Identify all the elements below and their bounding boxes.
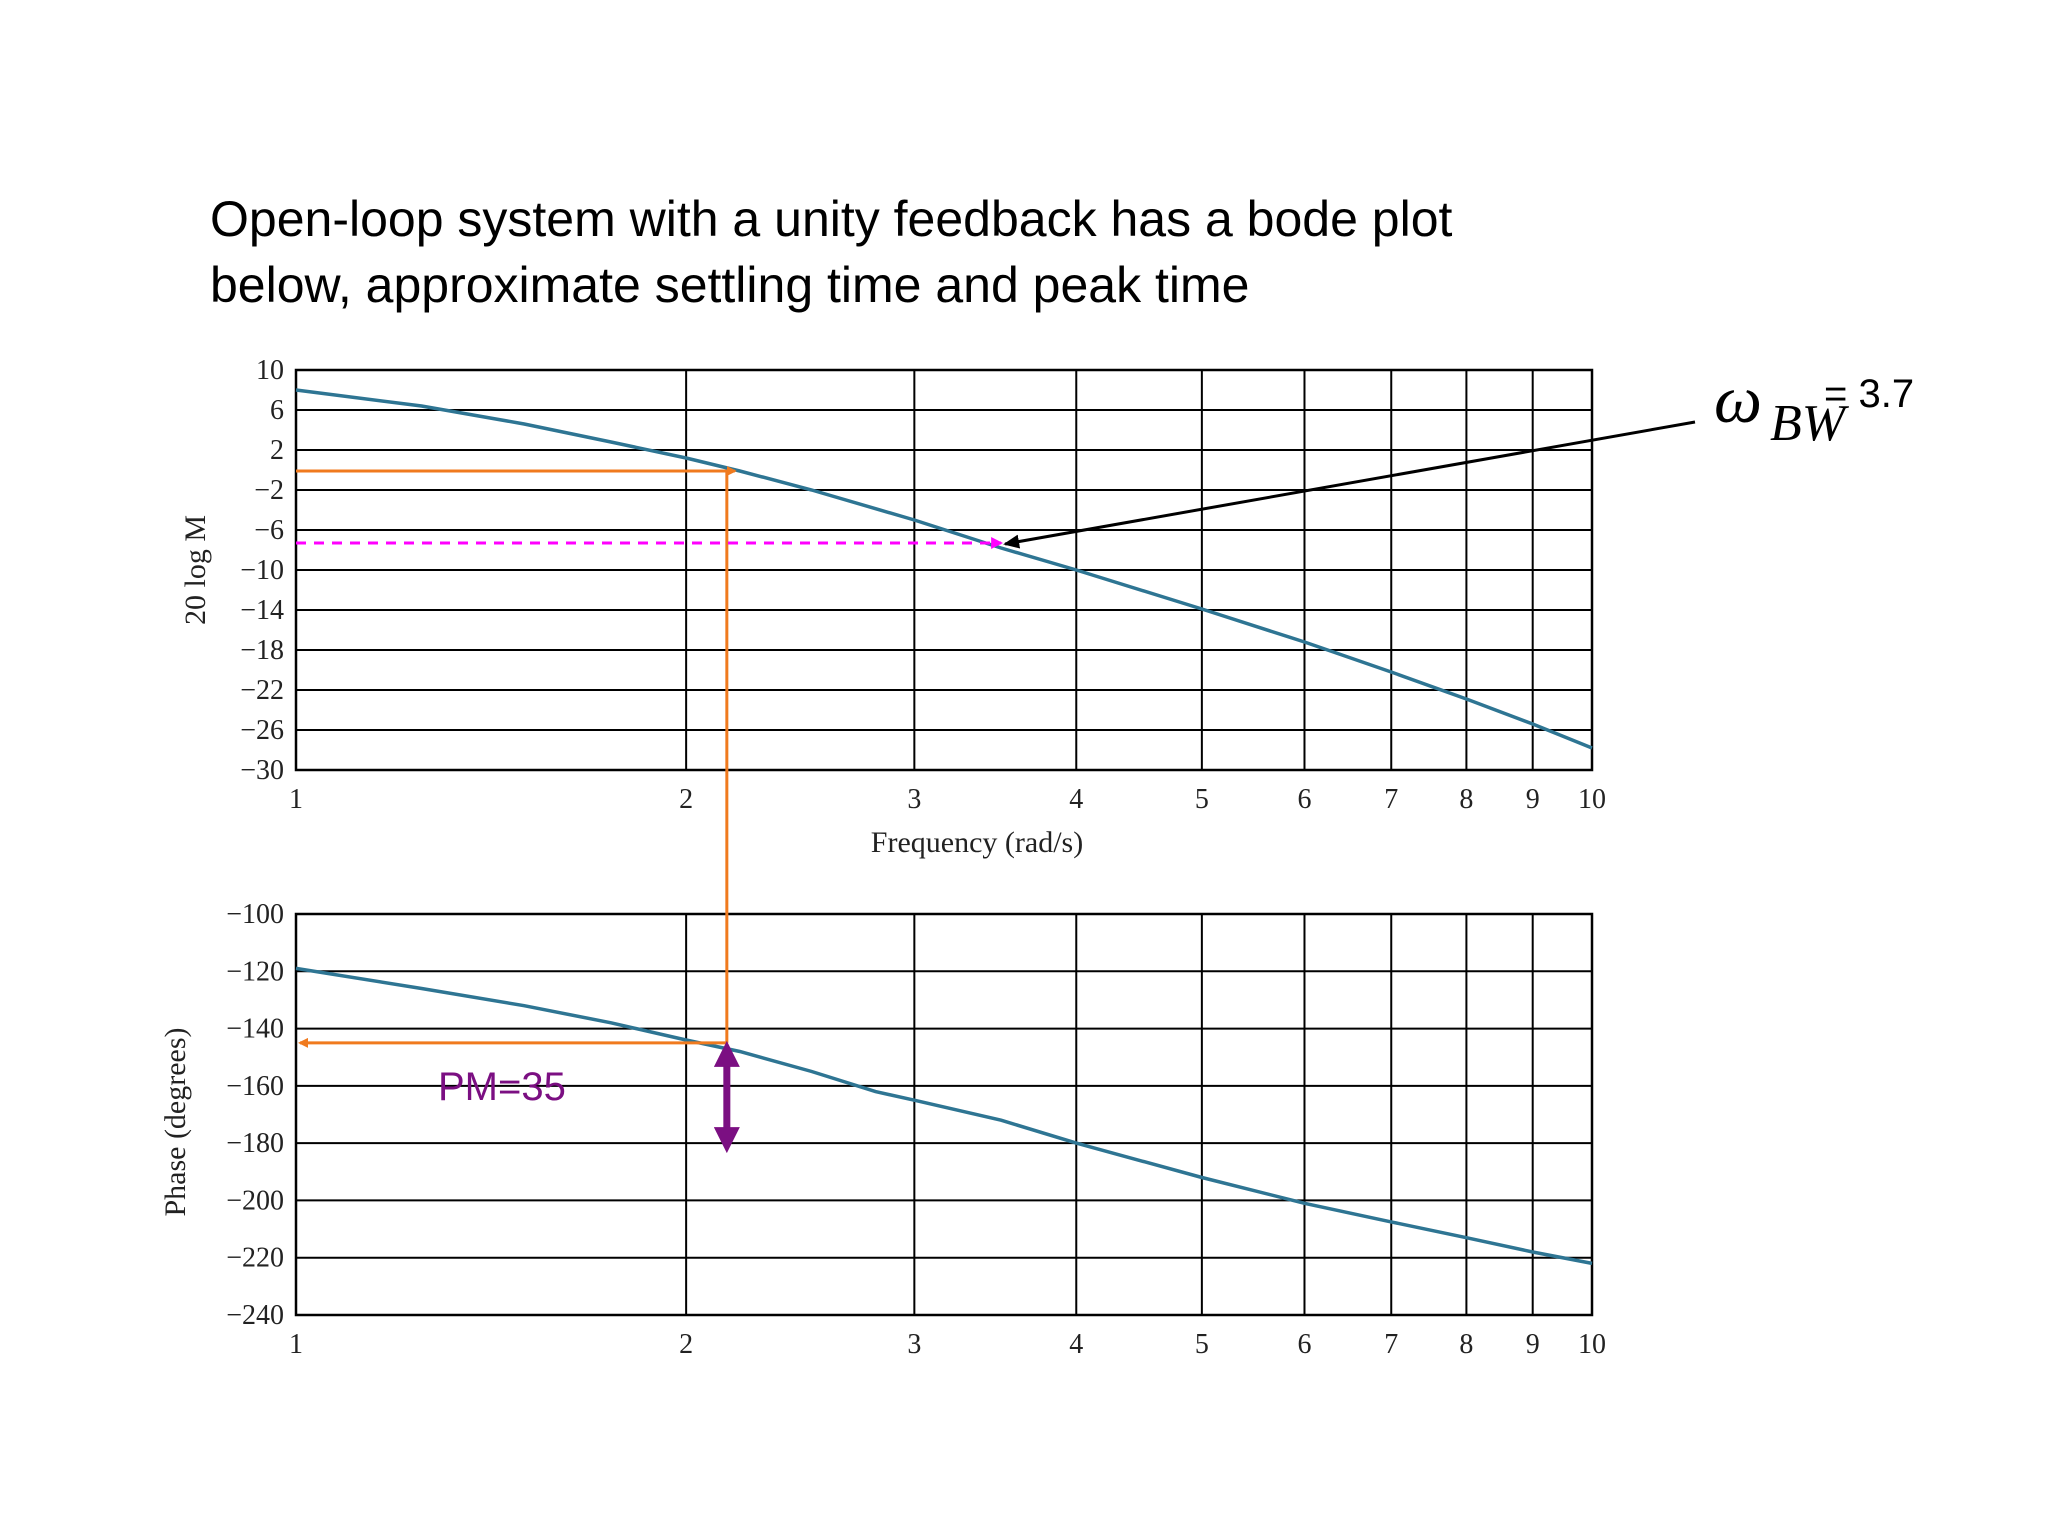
phase-y-tick-label: −160: [226, 1071, 284, 1102]
magnitude-x-tick-label: 8: [1459, 784, 1473, 815]
magnitude-plot: 10 6 2 −2 −6 −10 −14 −18 −22 −26 −301 2 3 4 5 6 7 8 9 10: [240, 355, 1606, 815]
question-text: Open-loop system with a unity feedback h…: [210, 186, 1610, 318]
phase-y-axis-label: Phase (degrees): [159, 1027, 192, 1216]
phase-y-tick-label: −220: [226, 1243, 284, 1274]
phase-frame: [294, 912, 1594, 1317]
phase-y-tick-label: −180: [226, 1128, 284, 1159]
magnitude-x-tick-label: 10: [1578, 784, 1606, 815]
phase-y-tick-label: −200: [226, 1185, 284, 1216]
phase-x-tick-label: 9: [1526, 1329, 1540, 1360]
magnitude-y-tick-label: −6: [254, 515, 284, 546]
bandwidth-pointer-arrow: [1003, 420, 1696, 549]
magnitude-x-tick-label: 5: [1195, 784, 1209, 815]
magnitude-y-axis-label: 20 log M: [179, 515, 212, 625]
magnitude-x-tick-label: 9: [1526, 784, 1540, 815]
phase-x-tick-label: 1: [289, 1329, 303, 1360]
phase-x-tick-label: 10: [1578, 1329, 1606, 1360]
magnitude-x-tick-label: 2: [679, 784, 693, 815]
phase-x-tick-label: 8: [1459, 1329, 1473, 1360]
magnitude-y-tick-label: −22: [240, 675, 284, 706]
annotations-layer: [296, 420, 1696, 1154]
phase-curve: [295, 966, 1593, 1266]
magnitude-y-tick-label: 2: [270, 435, 284, 466]
phase-x-tick-label: 4: [1069, 1329, 1083, 1360]
question-line-2: below, approximate settling time and pea…: [210, 257, 1250, 313]
magnitude-y-tick-label: −14: [240, 595, 284, 626]
magnitude-y-tick-label: 10: [256, 355, 284, 386]
magnitude-x-tick-label: 6: [1297, 784, 1311, 815]
phase-y-tick-label: −240: [226, 1300, 284, 1331]
phase-y-tick-label: −100: [226, 899, 284, 930]
omega-bw-value: = 3.7: [1824, 372, 1914, 416]
phase-y-tick-label: −140: [226, 1014, 284, 1045]
magnitude-x-axis-label: Frequency (rad/s): [871, 826, 1083, 859]
magnitude-y-tick-label: −30: [240, 755, 284, 786]
magnitude-y-tick-label: −18: [240, 635, 284, 666]
magnitude-x-tick-label: 4: [1069, 784, 1083, 815]
magnitude-x-tick-label: 1: [289, 784, 303, 815]
magnitude-curve: [295, 388, 1593, 750]
phase-x-tick-label: 7: [1384, 1329, 1398, 1360]
magnitude-y-tick-label: 6: [270, 395, 284, 426]
omega-bw-subscript: BW: [1770, 395, 1850, 452]
omega-bw-symbol: ω: [1714, 361, 1762, 437]
magnitude-x-tick-label: 7: [1384, 784, 1398, 815]
magnitude-y-tick-label: −2: [254, 475, 284, 506]
question-line-1: Open-loop system with a unity feedback h…: [210, 191, 1453, 247]
phase-x-tick-label: 5: [1195, 1329, 1209, 1360]
phase-x-tick-label: 6: [1297, 1329, 1311, 1360]
magnitude-x-tick-label: 3: [907, 784, 921, 815]
phase-y-tick-label: −120: [226, 956, 284, 987]
pm-label: PM=35: [438, 1065, 566, 1109]
magnitude-y-tick-label: −10: [240, 555, 284, 586]
magnitude-frame: [294, 368, 1594, 772]
magnitude-y-tick-label: −26: [240, 715, 284, 746]
phase-x-tick-label: 2: [679, 1329, 693, 1360]
phase-x-tick-label: 3: [907, 1329, 921, 1360]
